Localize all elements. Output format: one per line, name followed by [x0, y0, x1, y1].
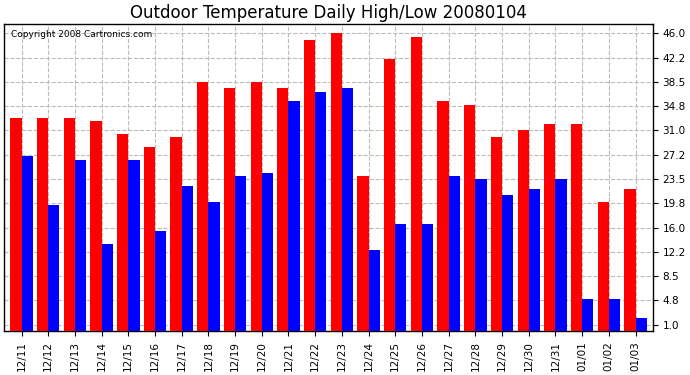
Bar: [63, 117, 75, 331]
Bar: [144, 147, 155, 331]
Bar: [598, 202, 609, 331]
Bar: [609, 299, 620, 331]
Bar: [250, 82, 262, 331]
Bar: [224, 88, 235, 331]
Bar: [395, 224, 406, 331]
Bar: [422, 224, 433, 331]
Bar: [235, 176, 246, 331]
Bar: [101, 244, 113, 331]
Bar: [277, 88, 288, 331]
Bar: [90, 121, 101, 331]
Bar: [368, 250, 380, 331]
Bar: [464, 105, 475, 331]
Bar: [475, 179, 486, 331]
Bar: [342, 88, 353, 331]
Bar: [288, 101, 299, 331]
Bar: [582, 299, 593, 331]
Bar: [128, 160, 139, 331]
Title: Outdoor Temperature Daily High/Low 20080104: Outdoor Temperature Daily High/Low 20080…: [130, 4, 527, 22]
Bar: [544, 124, 555, 331]
Bar: [75, 160, 86, 331]
Bar: [315, 92, 326, 331]
Bar: [571, 124, 582, 331]
Bar: [21, 156, 32, 331]
Bar: [331, 33, 342, 331]
Bar: [518, 130, 529, 331]
Bar: [117, 134, 128, 331]
Bar: [37, 117, 48, 331]
Bar: [555, 179, 566, 331]
Bar: [170, 137, 181, 331]
Bar: [529, 189, 540, 331]
Bar: [48, 205, 59, 331]
Bar: [437, 101, 448, 331]
Bar: [635, 318, 647, 331]
Bar: [357, 176, 368, 331]
Bar: [624, 189, 635, 331]
Bar: [155, 231, 166, 331]
Bar: [448, 176, 460, 331]
Bar: [208, 202, 219, 331]
Text: Copyright 2008 Cartronics.com: Copyright 2008 Cartronics.com: [10, 30, 152, 39]
Bar: [502, 195, 513, 331]
Bar: [304, 40, 315, 331]
Bar: [197, 82, 208, 331]
Bar: [411, 37, 422, 331]
Bar: [262, 172, 273, 331]
Bar: [384, 59, 395, 331]
Bar: [10, 117, 21, 331]
Bar: [181, 186, 193, 331]
Bar: [491, 137, 502, 331]
